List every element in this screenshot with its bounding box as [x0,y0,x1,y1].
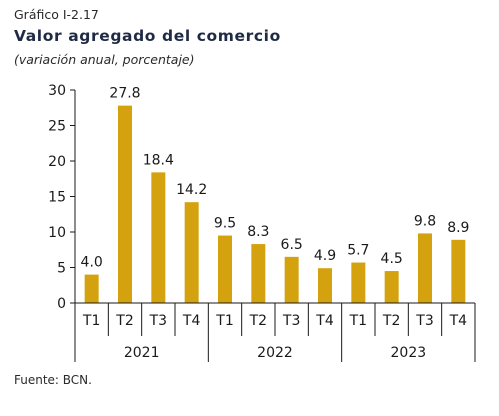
y-tick-label: 20 [48,154,66,170]
x-tick-label: T2 [115,313,133,329]
chart-subtitle: (variación anual, porcentaje) [14,52,195,67]
bar [118,105,132,304]
data-label: 4.0 [81,255,103,271]
data-label: 27.8 [109,86,140,102]
x-tick-label: T3 [282,313,300,329]
x-tick-label: T4 [449,313,468,329]
data-label: 6.5 [281,237,303,253]
data-label: 9.5 [214,216,236,232]
group-label: 2023 [391,345,427,361]
data-label: 5.7 [347,243,369,259]
group-label: 2022 [257,345,293,361]
bar [151,172,166,303]
data-label: 9.8 [414,213,436,229]
x-tick-label: T1 [349,313,367,329]
y-tick-label: 15 [48,190,66,206]
x-tick-label: T1 [215,313,233,329]
data-label: 8.9 [447,220,469,236]
bar [318,268,332,303]
bar [284,256,299,303]
x-tick-label: T3 [415,313,433,329]
x-tick-label: T2 [249,313,267,329]
data-label: 18.4 [143,152,174,168]
data-label: 4.9 [314,248,336,264]
x-tick-label: T1 [82,313,100,329]
data-label: 8.3 [247,224,269,240]
x-tick-label: T4 [315,313,334,329]
x-tick-label: T4 [182,313,201,329]
bar [84,274,99,303]
y-tick-label: 10 [48,225,66,241]
chart-number-label: Gráfico I-2.17 [14,7,99,22]
y-tick-label: 25 [48,119,66,135]
y-tick-label: 0 [57,296,66,312]
bar [418,233,432,303]
data-label: 4.5 [381,251,403,267]
bar [351,262,366,303]
bar [251,244,266,303]
x-tick-label: T3 [149,313,167,329]
source-note: Fuente: BCN. [14,373,92,387]
y-tick-label: 30 [48,83,66,99]
y-tick-label: 5 [57,261,66,277]
x-tick-label: T2 [382,313,400,329]
data-label: 14.2 [176,182,207,198]
bar [184,202,199,303]
chart-title: Valor agregado del comercio [14,27,281,45]
bar [384,271,399,303]
group-label: 2021 [124,345,160,361]
bar [218,235,232,303]
bar [451,239,466,303]
